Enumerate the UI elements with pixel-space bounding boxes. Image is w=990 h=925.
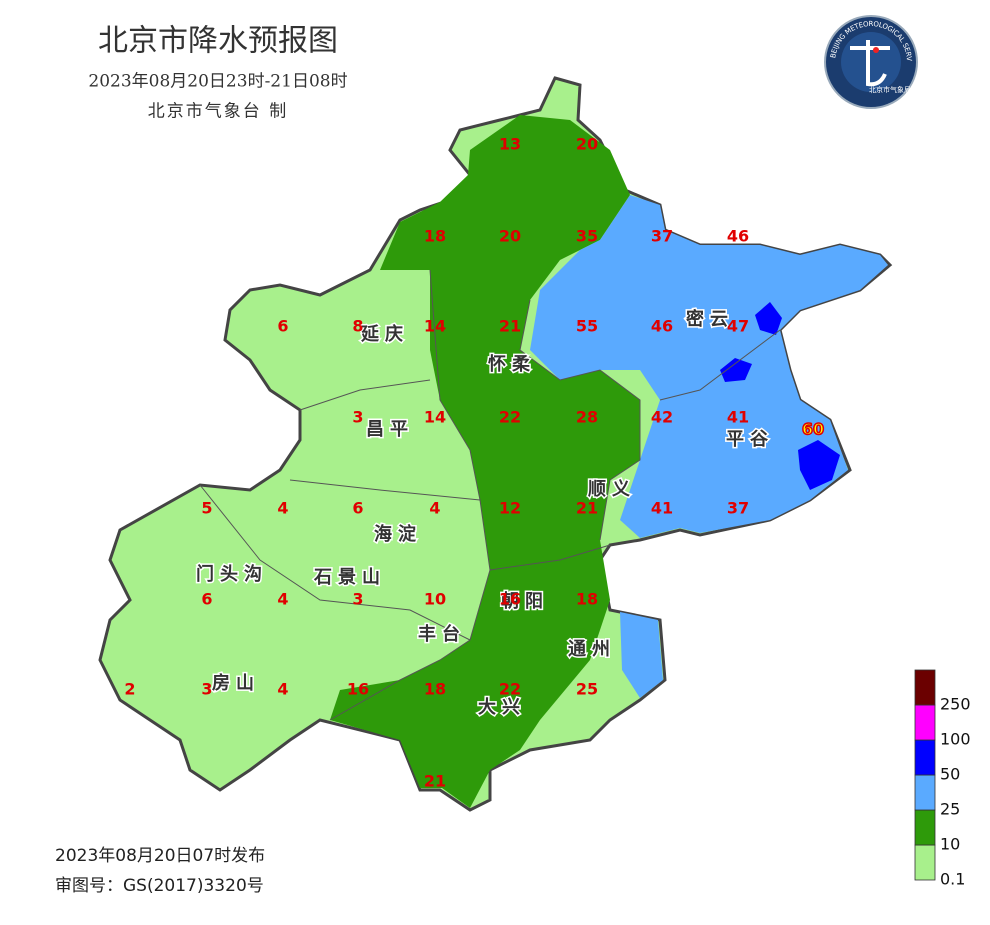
district-borders: [199, 269, 781, 721]
district-name: 门头沟: [196, 563, 268, 585]
station-value: 28: [576, 408, 598, 427]
station-value: 42: [651, 408, 673, 427]
region-dark-blue: [755, 302, 782, 335]
station-value: 6: [201, 590, 212, 609]
legend-label: 250: [940, 695, 971, 714]
station-value: 20: [499, 227, 521, 246]
station-value: 22: [499, 680, 521, 699]
station-value: 2: [124, 680, 135, 699]
release-time: 2023年08月20日07时发布: [55, 846, 265, 866]
station-value: 41: [651, 499, 673, 518]
district-name: 大兴: [478, 696, 526, 718]
station-value: 13: [499, 135, 521, 154]
station-value: 18: [576, 590, 598, 609]
legend-label: 100: [940, 730, 971, 749]
issuer: 北京市气象台 制: [148, 102, 288, 122]
station-value: 46: [651, 317, 673, 336]
legend: 0.1 10 25 50 100 250: [914, 669, 971, 889]
station-value: 20: [576, 135, 598, 154]
district-name: 丰台: [418, 623, 466, 645]
district-name: 石景山: [313, 567, 386, 588]
district-name: 延庆: [360, 323, 409, 345]
district-name: 海淀: [374, 523, 422, 545]
station-value: 55: [576, 317, 598, 336]
period: 2023年08月20日23时-21日08时: [88, 72, 347, 92]
station-value: 4: [277, 499, 288, 518]
station-value: 3: [352, 408, 363, 427]
station-value: 16: [499, 590, 521, 609]
station-value: 35: [576, 227, 598, 246]
station-value: 47: [727, 317, 749, 336]
station-value: 6: [277, 317, 288, 336]
region-dark-blue: [798, 440, 840, 490]
legend-swatch: [914, 704, 936, 741]
station-value: 21: [499, 317, 521, 336]
station-value: 3: [352, 590, 363, 609]
legend-label: 10: [940, 835, 960, 854]
station-value: 60: [802, 420, 824, 439]
region-dark-green: [330, 115, 640, 808]
legend-swatch: [914, 739, 936, 776]
station-value: 22: [499, 408, 521, 427]
legend-label: 50: [940, 765, 960, 784]
title: 北京市降水预报图: [98, 24, 338, 59]
station-value: 4: [429, 499, 440, 518]
district-name: 密云: [686, 308, 734, 330]
station-value: 14: [424, 408, 446, 427]
station-value: 21: [424, 772, 446, 791]
station-value: 21: [576, 499, 598, 518]
station-value: 4: [277, 590, 288, 609]
district-name: 通州: [568, 639, 616, 660]
station-value: 3: [201, 680, 212, 699]
district-name: 顺义: [588, 478, 636, 500]
station-value: 25: [576, 680, 598, 699]
station-value: 6: [352, 499, 363, 518]
legend-swatch: [914, 669, 936, 706]
district-name: 怀柔: [488, 354, 536, 375]
legend-swatch: [914, 774, 936, 811]
station-value: 14: [424, 317, 446, 336]
station-value: 5: [201, 499, 212, 518]
station-value: 37: [727, 499, 749, 518]
legend-swatch: [914, 809, 936, 846]
legend-label: 0.1: [940, 870, 965, 889]
legend-swatch: [914, 844, 936, 881]
district-name: 昌平: [366, 419, 414, 440]
district-name: 朝阳: [501, 590, 549, 612]
region-light-blue: [620, 612, 663, 698]
station-value: 16: [347, 680, 369, 699]
legend-label: 25: [940, 800, 960, 819]
map-regions: [98, 76, 893, 812]
approval-number: 审图号：GS(2017)3320号: [55, 876, 264, 896]
district-name: 平谷: [726, 429, 774, 450]
station-value: 18: [424, 227, 446, 246]
station-value: 46: [727, 227, 749, 246]
station-value: 18: [424, 680, 446, 699]
district-name: 房山: [212, 672, 260, 694]
region-dark-blue: [720, 358, 752, 382]
station-value: 8: [352, 317, 363, 336]
station-value: 4: [277, 680, 288, 699]
station-value: 10: [424, 590, 446, 609]
station-value: 41: [727, 408, 749, 427]
station-value: 37: [651, 227, 673, 246]
station-value: 12: [499, 499, 521, 518]
logo-name: 北京市气象局: [869, 85, 911, 94]
